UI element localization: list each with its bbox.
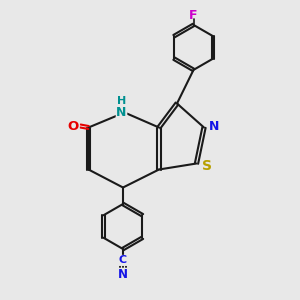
Text: C: C	[119, 255, 127, 266]
Text: N: N	[118, 268, 128, 281]
Text: N: N	[208, 119, 219, 133]
Text: F: F	[189, 9, 198, 22]
Text: O: O	[68, 119, 79, 133]
Text: N: N	[116, 106, 127, 119]
Text: H: H	[118, 96, 127, 106]
Text: S: S	[202, 160, 212, 173]
